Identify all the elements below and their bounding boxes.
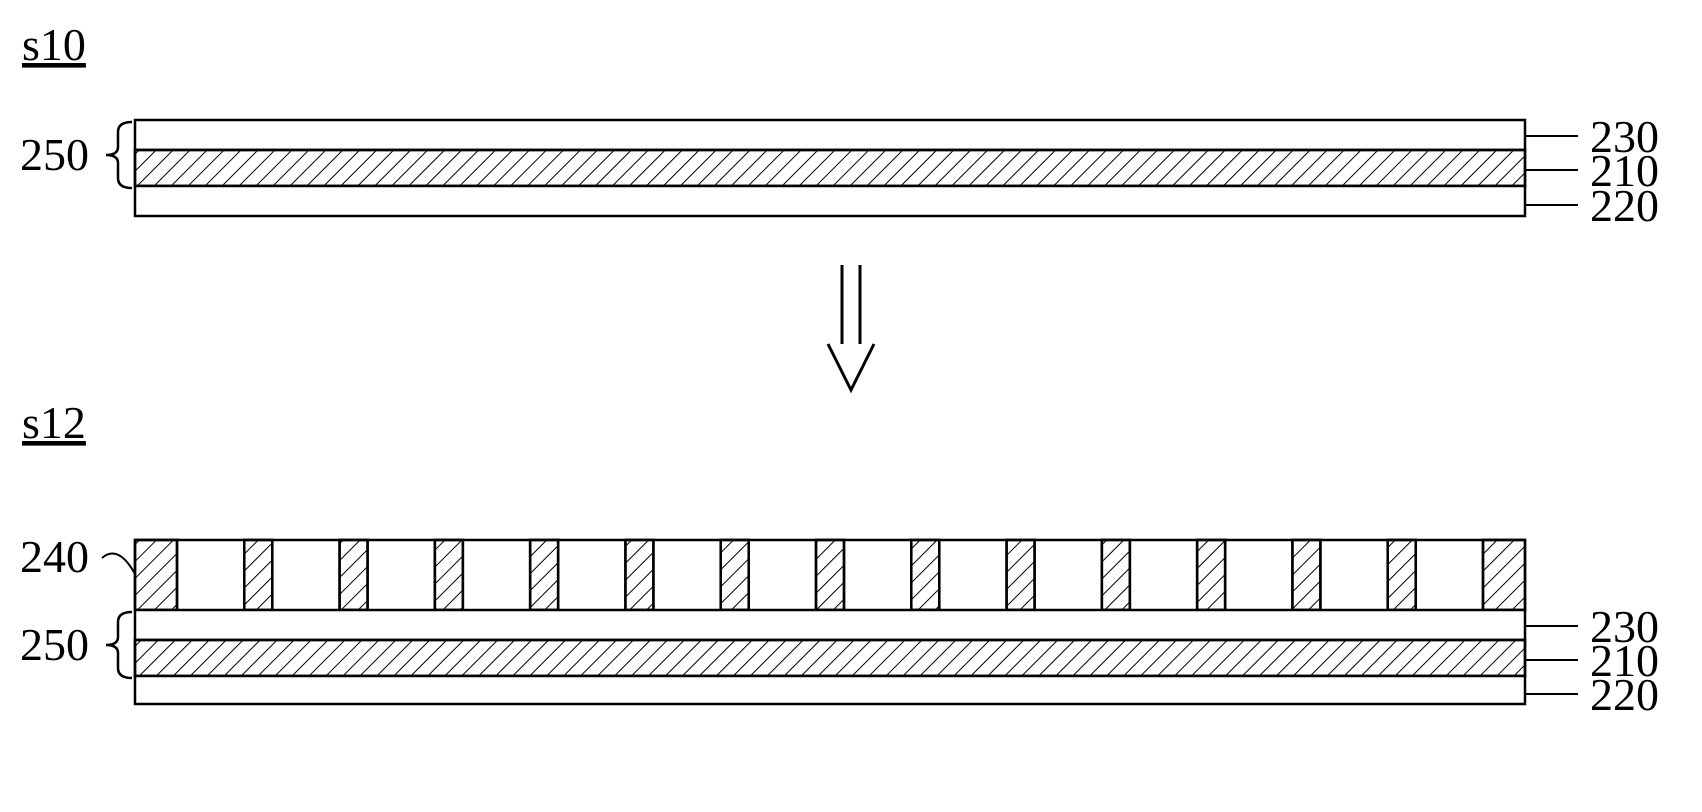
leader-240 [102, 554, 135, 574]
callout-240: 240 [20, 531, 89, 582]
pillar-12-hatch [1292, 540, 1320, 610]
pillar-0-hatch [135, 540, 177, 610]
layer-220-s12 [135, 676, 1525, 704]
pillar-9-hatch [1007, 540, 1035, 610]
pillar-3-hatch [435, 540, 463, 610]
pillar-2-hatch [340, 540, 368, 610]
step-label-s12: s12 [22, 397, 86, 448]
pillar-5-hatch [625, 540, 653, 610]
layer-220 [135, 186, 1525, 216]
pillar-1-hatch [244, 540, 272, 610]
pillar-7-hatch [816, 540, 844, 610]
callout-220: 220 [1590, 180, 1659, 231]
diagram-root: s10230210220250s12230210220250240 [0, 0, 1702, 812]
pillar-4-hatch [530, 540, 558, 610]
pillar-11-hatch [1197, 540, 1225, 610]
pillar-10-hatch [1102, 540, 1130, 610]
callout-220-s12: 220 [1590, 669, 1659, 720]
brace-250-s10 [106, 122, 132, 188]
layer-230-s12 [135, 610, 1525, 640]
pillar-6-hatch [721, 540, 749, 610]
pillar-13-hatch [1388, 540, 1416, 610]
layer-210-s12-hatch [135, 640, 1525, 676]
pillar-14-hatch [1483, 540, 1525, 610]
group-label-250-s10: 250 [20, 129, 89, 180]
pillar-8-hatch [911, 540, 939, 610]
group-label-250-s12: 250 [20, 619, 89, 670]
layer-210-hatch [135, 150, 1525, 186]
layer-230 [135, 120, 1525, 150]
step-label-s10: s10 [22, 19, 86, 70]
arrow-head [828, 344, 874, 390]
brace-250-s12 [106, 612, 132, 678]
